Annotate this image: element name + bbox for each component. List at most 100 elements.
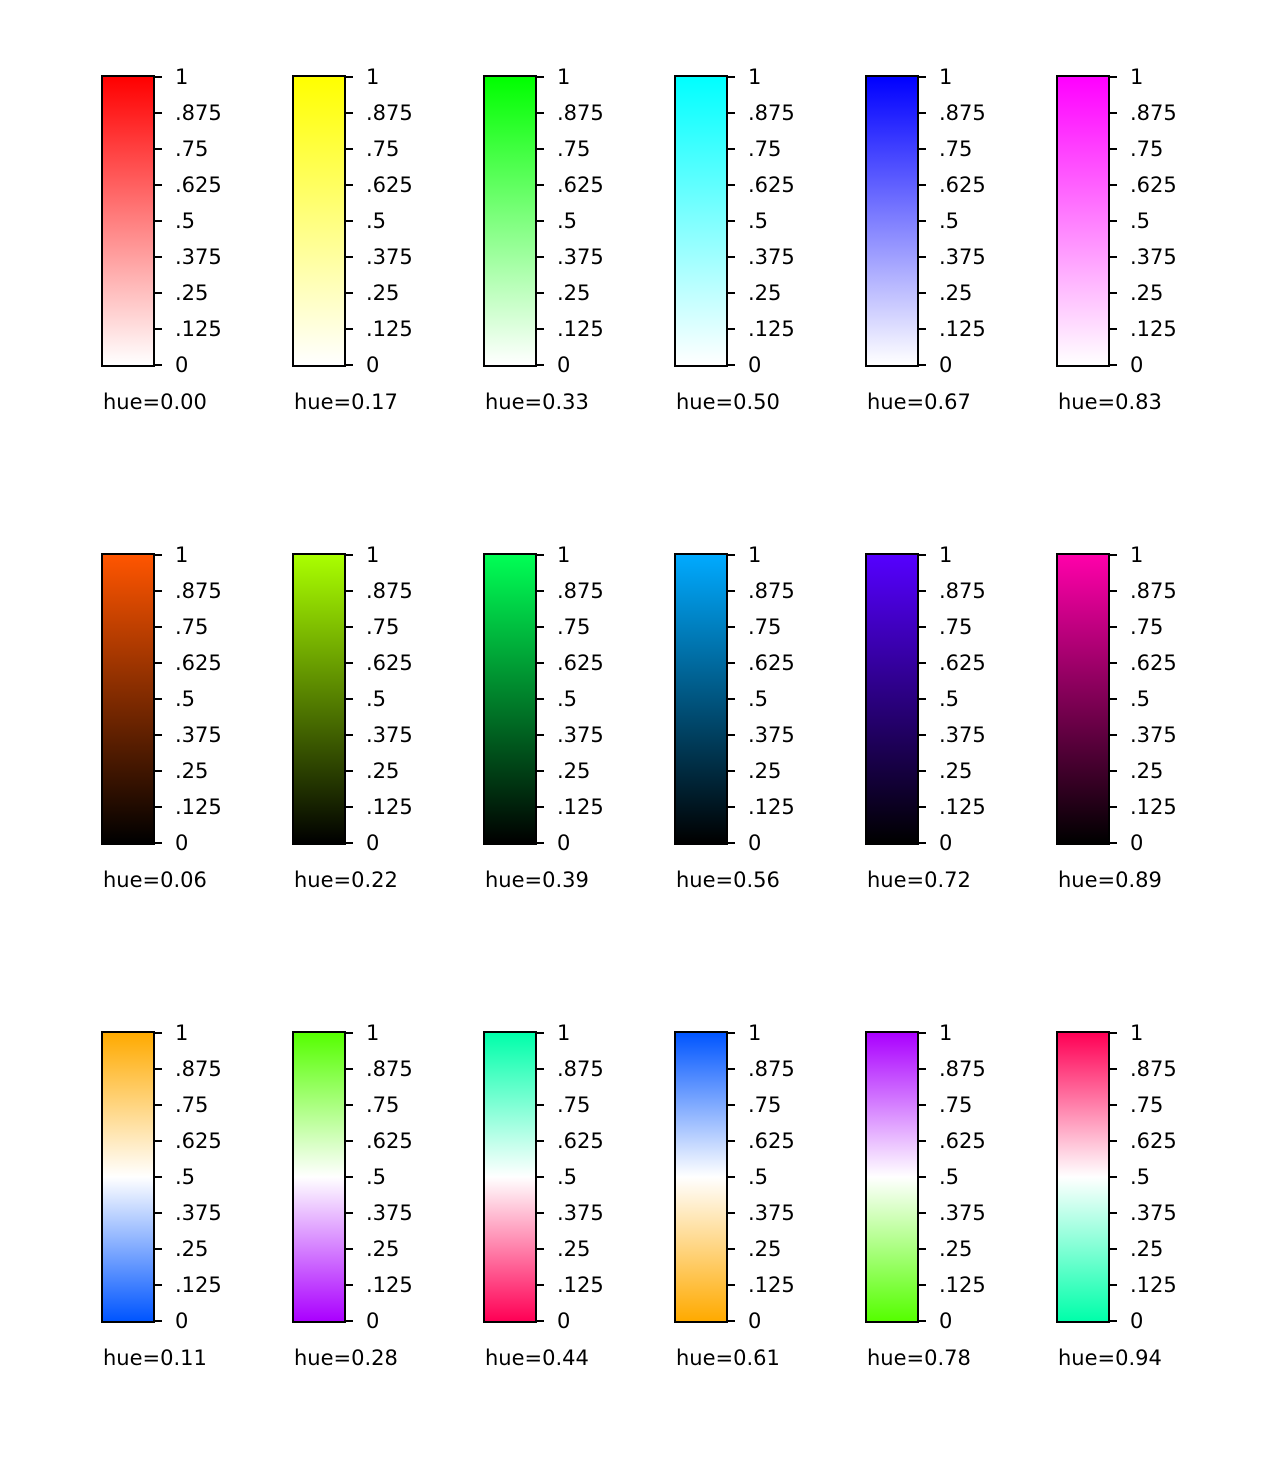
tick-label: 1 — [557, 65, 571, 89]
tick-label: .75 — [366, 137, 400, 161]
tick-label: .75 — [748, 615, 782, 639]
tick-label: .25 — [1130, 759, 1164, 783]
tick-mark — [1110, 554, 1117, 556]
hue-caption: hue=0.94 — [1058, 1346, 1162, 1370]
tick-label: .875 — [1130, 1057, 1177, 1081]
tick-label: .25 — [175, 759, 209, 783]
colorbar-axis: 1 .875 .75 .625 .5 .375 .25 .125 0 — [919, 1021, 1029, 1333]
tick-label: .75 — [1130, 615, 1164, 639]
tick-mark — [919, 626, 926, 628]
colorbar-panel: 1 .875 .75 .625 .5 .375 .25 .125 0 hue=0.94 — [1056, 1021, 1216, 1401]
colorbar-panel: 1 .875 .75 .625 .5 .375 .25 .125 0 hue=0.67 — [865, 65, 1025, 445]
tick-label: .5 — [748, 687, 769, 711]
tick-mark — [346, 1320, 353, 1322]
tick-mark — [346, 554, 353, 556]
tick-mark — [728, 734, 735, 736]
colorbar-gradient — [865, 553, 919, 845]
hue-caption: hue=0.00 — [103, 390, 207, 414]
tick-label: .375 — [939, 723, 986, 747]
tick-label: 0 — [748, 353, 762, 377]
tick-mark — [537, 292, 544, 294]
tick-mark — [155, 626, 162, 628]
tick-mark — [1110, 1140, 1117, 1142]
tick-mark — [155, 770, 162, 772]
hue-caption: hue=0.33 — [485, 390, 589, 414]
hue-caption: hue=0.50 — [676, 390, 780, 414]
tick-label: .25 — [748, 1237, 782, 1261]
tick-label: 0 — [939, 831, 953, 855]
tick-label: 1 — [366, 543, 380, 567]
tick-mark — [1110, 292, 1117, 294]
tick-label: .375 — [366, 1201, 413, 1225]
tick-label: 1 — [1130, 1021, 1144, 1045]
tick-mark — [919, 184, 926, 186]
tick-mark — [1110, 734, 1117, 736]
tick-label: .625 — [939, 651, 986, 675]
hue-caption: hue=0.56 — [676, 868, 780, 892]
tick-mark — [155, 1032, 162, 1034]
hue-caption: hue=0.61 — [676, 1346, 780, 1370]
tick-mark — [728, 76, 735, 78]
tick-mark — [728, 806, 735, 808]
hue-caption: hue=0.67 — [867, 390, 971, 414]
tick-label: .625 — [748, 173, 795, 197]
tick-mark — [155, 1140, 162, 1142]
tick-mark — [346, 1248, 353, 1250]
tick-mark — [919, 148, 926, 150]
colorbar-panel: 1 .875 .75 .625 .5 .375 .25 .125 0 hue=0.83 — [1056, 65, 1216, 445]
tick-mark — [346, 1068, 353, 1070]
tick-mark — [1110, 184, 1117, 186]
tick-mark — [728, 590, 735, 592]
tick-label: .5 — [175, 687, 196, 711]
colorbar-panel: 1 .875 .75 .625 .5 .375 .25 .125 0 hue=0.11 — [101, 1021, 261, 1401]
tick-mark — [728, 220, 735, 222]
tick-mark — [346, 76, 353, 78]
colorbar-gradient — [674, 1031, 728, 1323]
colorbar-gradient — [1056, 553, 1110, 845]
tick-label: .25 — [366, 759, 400, 783]
tick-label: 1 — [939, 65, 953, 89]
tick-mark — [919, 1320, 926, 1322]
tick-label: .625 — [939, 173, 986, 197]
tick-label: 0 — [748, 831, 762, 855]
tick-label: .875 — [748, 1057, 795, 1081]
tick-label: 0 — [366, 1309, 380, 1333]
tick-label: .875 — [1130, 101, 1177, 125]
tick-label: .375 — [366, 245, 413, 269]
colorbar-panel: 1 .875 .75 .625 .5 .375 .25 .125 0 hue=0.44 — [483, 1021, 643, 1401]
tick-mark — [728, 1320, 735, 1322]
colorbar-axis: 1 .875 .75 .625 .5 .375 .25 .125 0 — [346, 1021, 456, 1333]
tick-label: .75 — [939, 1093, 973, 1117]
tick-mark — [346, 806, 353, 808]
tick-label: 0 — [1130, 353, 1144, 377]
colorbar-gradient — [292, 553, 346, 845]
tick-label: .875 — [1130, 579, 1177, 603]
colorbar-gradient — [865, 1031, 919, 1323]
tick-mark — [346, 734, 353, 736]
tick-label: 1 — [748, 65, 762, 89]
colorbar-gradient — [101, 553, 155, 845]
tick-label: .375 — [1130, 245, 1177, 269]
colorbar-panel: 1 .875 .75 .625 .5 .375 .25 .125 0 hue=0.72 — [865, 543, 1025, 923]
tick-mark — [155, 184, 162, 186]
tick-mark — [728, 328, 735, 330]
tick-label: .75 — [366, 615, 400, 639]
tick-label: .375 — [1130, 723, 1177, 747]
colorbar-panel: 1 .875 .75 .625 .5 .375 .25 .125 0 hue=0.56 — [674, 543, 834, 923]
tick-mark — [728, 148, 735, 150]
colorbar-panel: 1 .875 .75 .625 .5 .375 .25 .125 0 hue=0.39 — [483, 543, 643, 923]
tick-mark — [155, 698, 162, 700]
tick-label: .25 — [557, 759, 591, 783]
tick-mark — [155, 292, 162, 294]
colorbar-axis: 1 .875 .75 .625 .5 .375 .25 .125 0 — [155, 543, 265, 855]
tick-label: .625 — [748, 1129, 795, 1153]
tick-mark — [155, 1104, 162, 1106]
hue-caption: hue=0.28 — [294, 1346, 398, 1370]
tick-mark — [155, 364, 162, 366]
tick-mark — [919, 698, 926, 700]
tick-label: .5 — [557, 1165, 578, 1189]
tick-label: .25 — [175, 281, 209, 305]
tick-label: .125 — [175, 1273, 222, 1297]
tick-mark — [537, 1212, 544, 1214]
tick-mark — [537, 1032, 544, 1034]
